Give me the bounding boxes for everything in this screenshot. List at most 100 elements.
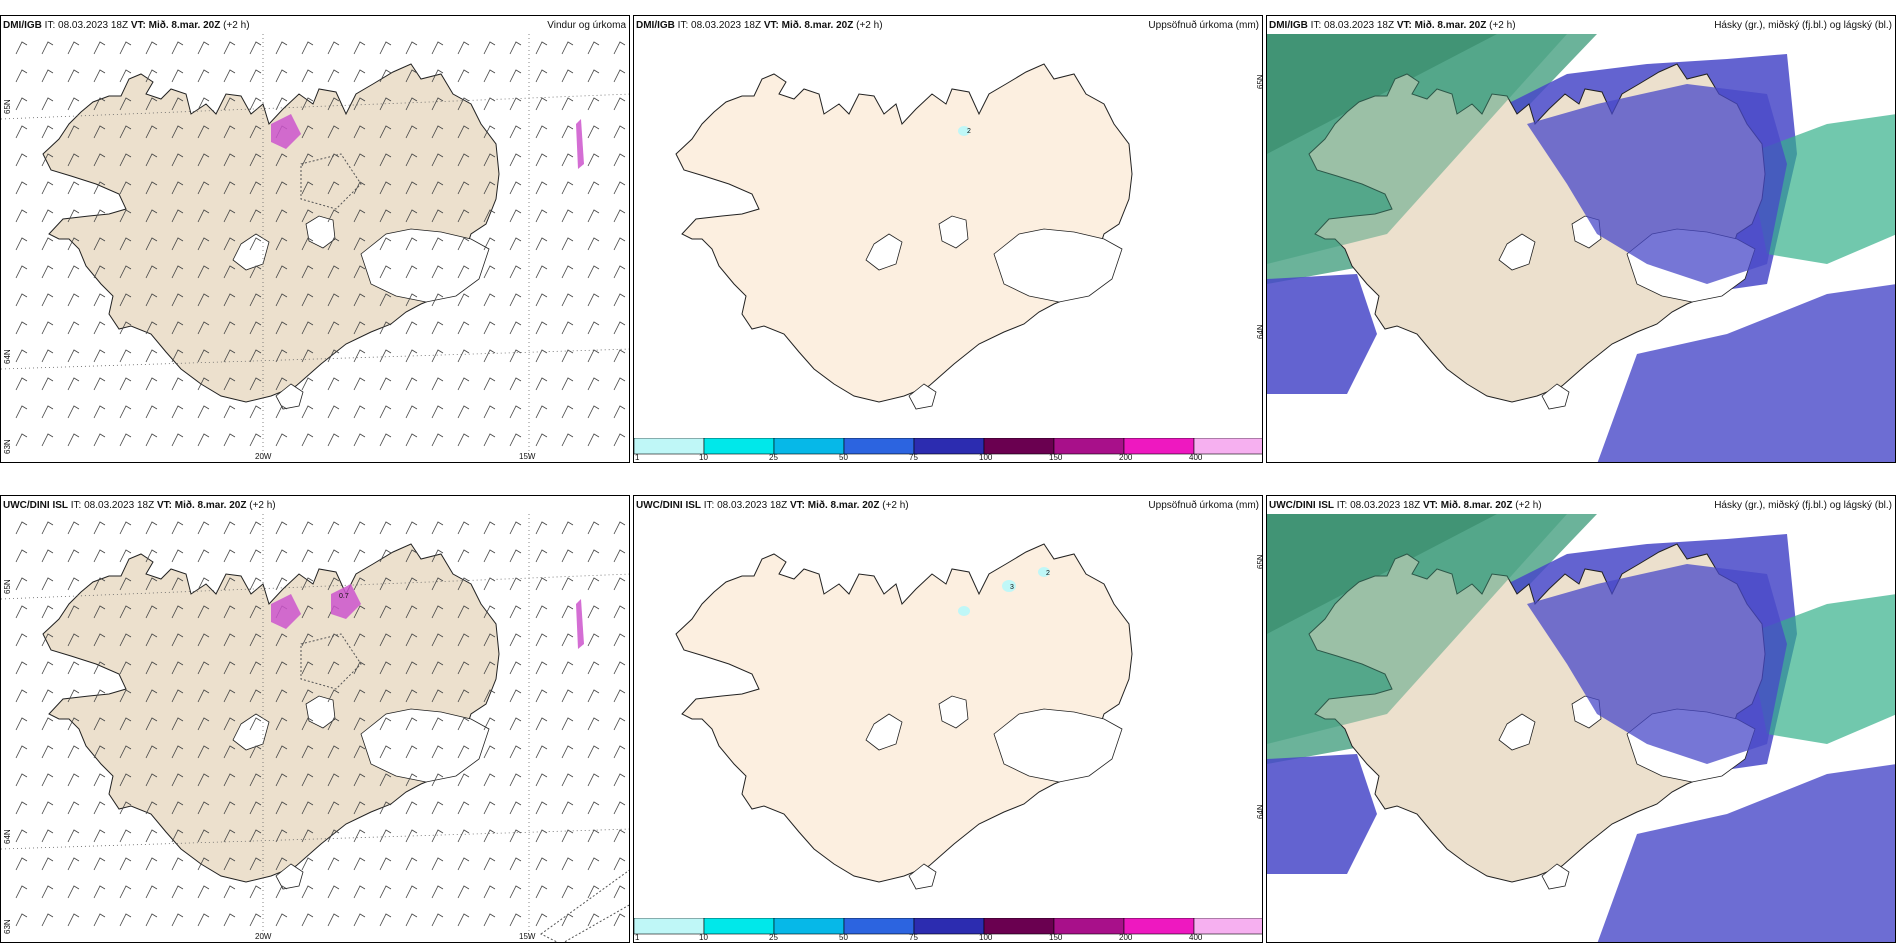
wind-barb [15, 829, 28, 843]
wind-barb [587, 181, 600, 195]
wind-barb [327, 125, 340, 139]
wind-barb [535, 125, 548, 139]
wind-barb [301, 857, 314, 871]
wind-barb [249, 801, 262, 815]
wind-barb [535, 521, 548, 535]
colorbar-tick: 1 [635, 933, 640, 942]
low-cloud-area [1267, 274, 1377, 394]
wind-barb [171, 549, 184, 563]
wind-barb [561, 41, 574, 55]
wind-barb [93, 125, 106, 139]
wind-barb [379, 661, 392, 675]
map-canvas [1267, 34, 1895, 462]
wind-barb [535, 689, 548, 703]
colorbar-tick: 100 [979, 933, 993, 942]
wind-barb [15, 321, 28, 335]
wind-barb [561, 153, 574, 167]
wind-barb [613, 773, 626, 787]
wind-barb [249, 321, 262, 335]
wind-barb [483, 745, 496, 759]
wind-barb [93, 745, 106, 759]
wind-barb [587, 885, 600, 899]
latitude-label: 63N [3, 919, 12, 934]
wind-barb [301, 633, 314, 647]
wind-barb [483, 605, 496, 619]
it-label: IT: [70, 500, 82, 511]
wind-barb [301, 153, 314, 167]
wind-barb [613, 801, 626, 815]
wind-barb [249, 349, 262, 363]
wind-barb [93, 41, 106, 55]
wind-barb [509, 153, 522, 167]
wind-barb [145, 181, 158, 195]
colorbar-swatch [1053, 917, 1125, 935]
wind-barb [119, 237, 132, 251]
wind-barb [535, 321, 548, 335]
wind-barb [223, 661, 236, 675]
wind-barb [119, 913, 132, 927]
wind-barb [301, 521, 314, 535]
wind-barb [483, 689, 496, 703]
wind-barb [171, 433, 184, 447]
wind-barb [483, 885, 496, 899]
wind-barb [457, 521, 470, 535]
wind-barb [145, 69, 158, 83]
wind-barb [431, 237, 444, 251]
wind-barb [353, 717, 366, 731]
wind-barb [93, 857, 106, 871]
wind-barb [93, 801, 106, 815]
wind-barb [535, 857, 548, 871]
wind-barb [431, 41, 444, 55]
wind-barb [275, 349, 288, 363]
colorbar-tick: 400 [1189, 453, 1203, 462]
wind-barb [145, 689, 158, 703]
wind-barb [275, 405, 288, 419]
wind-barb [457, 745, 470, 759]
wind-barb [561, 69, 574, 83]
wind-barb [41, 717, 54, 731]
wind-barb [431, 433, 444, 447]
wind-barb [171, 349, 184, 363]
panel-header: UWC/DINI ISL IT: 08.03.2023 18Z VT: Mið.… [1267, 499, 1895, 513]
colorbar-tick: 200 [1119, 453, 1133, 462]
wind-barb [431, 69, 444, 83]
wind-barb [613, 661, 626, 675]
wind-barb [353, 521, 366, 535]
wind-barb [535, 633, 548, 647]
wind-barb [587, 857, 600, 871]
wind-barb [93, 209, 106, 223]
wind-barb [483, 377, 496, 391]
wind-barb [223, 237, 236, 251]
wind-barb [535, 405, 548, 419]
wind-barb [171, 717, 184, 731]
wind-barb [197, 717, 210, 731]
lead-time: (+2 h) [1515, 500, 1542, 511]
wind-barb [223, 577, 236, 591]
wind-barb [405, 181, 418, 195]
wind-barb [405, 521, 418, 535]
wind-barb [223, 293, 236, 307]
wind-barb [223, 689, 236, 703]
wind-barb [41, 913, 54, 927]
wind-barb [613, 829, 626, 843]
wind-barb [93, 633, 106, 647]
wind-barb [249, 717, 262, 731]
wind-barb [41, 237, 54, 251]
wind-barb [197, 913, 210, 927]
wind-barb [379, 829, 392, 843]
wind-barb [483, 349, 496, 363]
wind-barb [301, 801, 314, 815]
wind-barb [405, 209, 418, 223]
wind-barb [119, 605, 132, 619]
wind-barb [275, 377, 288, 391]
colorbar-tick: 150 [1049, 933, 1063, 942]
wind-barb [405, 293, 418, 307]
wind-barb [119, 125, 132, 139]
cloud-shading [1267, 514, 1567, 744]
wind-barb [249, 521, 262, 535]
wind-barb [119, 321, 132, 335]
wind-barb [587, 913, 600, 927]
wind-barb [145, 433, 158, 447]
wind-barb [67, 913, 80, 927]
wind-barb [613, 349, 626, 363]
